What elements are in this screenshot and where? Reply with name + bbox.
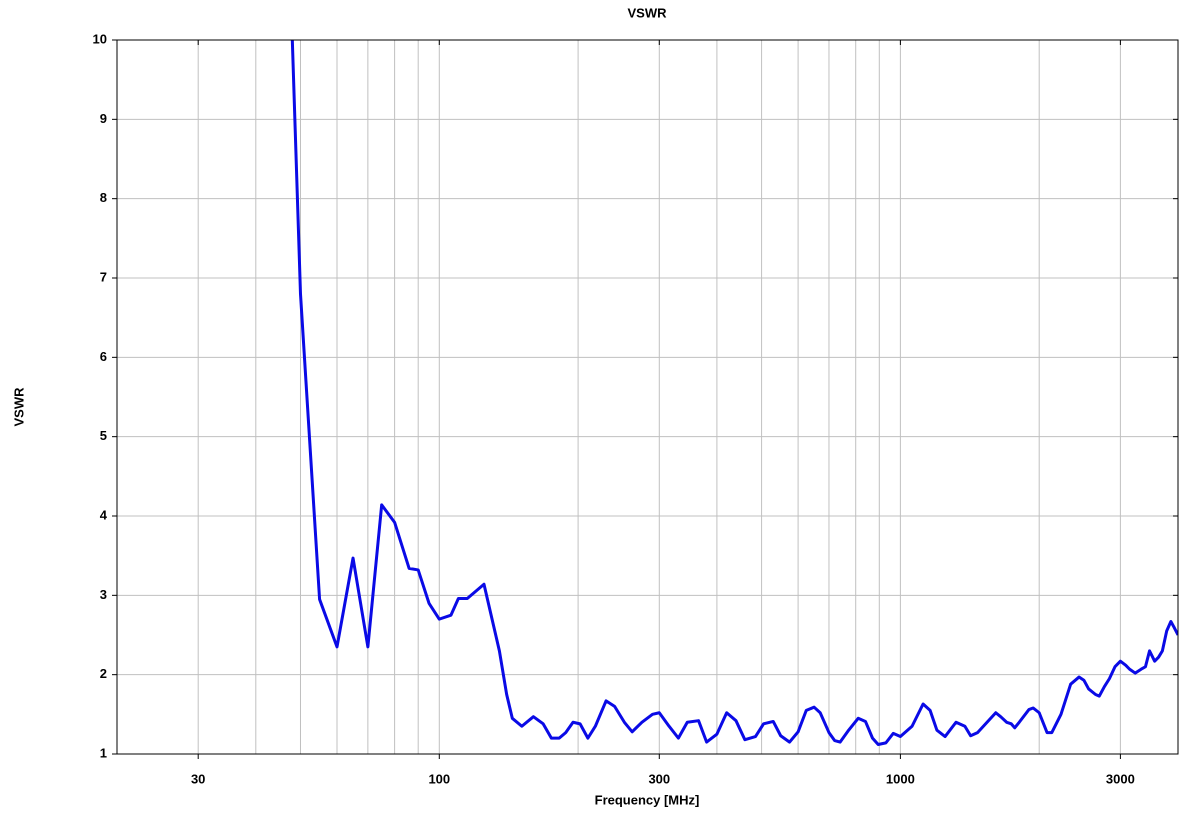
x-tick-label: 3000 — [1106, 771, 1135, 786]
plot-area — [290, 40, 1178, 746]
x-axis-label: Frequency [MHz] — [595, 792, 700, 807]
y-tick-label: 3 — [100, 587, 107, 602]
x-tick-label: 30 — [191, 771, 205, 786]
x-tick-label: 1000 — [886, 771, 915, 786]
y-tick-label: 9 — [100, 111, 107, 126]
y-tick-label: 1 — [100, 745, 107, 760]
y-tick-label: 5 — [100, 428, 107, 443]
y-tick-label: 10 — [93, 31, 107, 46]
data-line — [290, 40, 1178, 746]
x-tick-label: 100 — [428, 771, 450, 786]
y-tick-label: 4 — [100, 507, 108, 522]
y-axis-label: VSWR — [11, 387, 26, 427]
y-tick-label: 7 — [100, 269, 107, 284]
x-tick-label: 300 — [648, 771, 670, 786]
plot-frame — [116, 39, 1179, 755]
y-tick-label: 6 — [100, 349, 107, 364]
chart-title: VSWR — [628, 5, 668, 20]
grid — [116, 39, 1179, 755]
y-tick-label: 2 — [100, 666, 107, 681]
y-tick-label: 8 — [100, 190, 107, 205]
